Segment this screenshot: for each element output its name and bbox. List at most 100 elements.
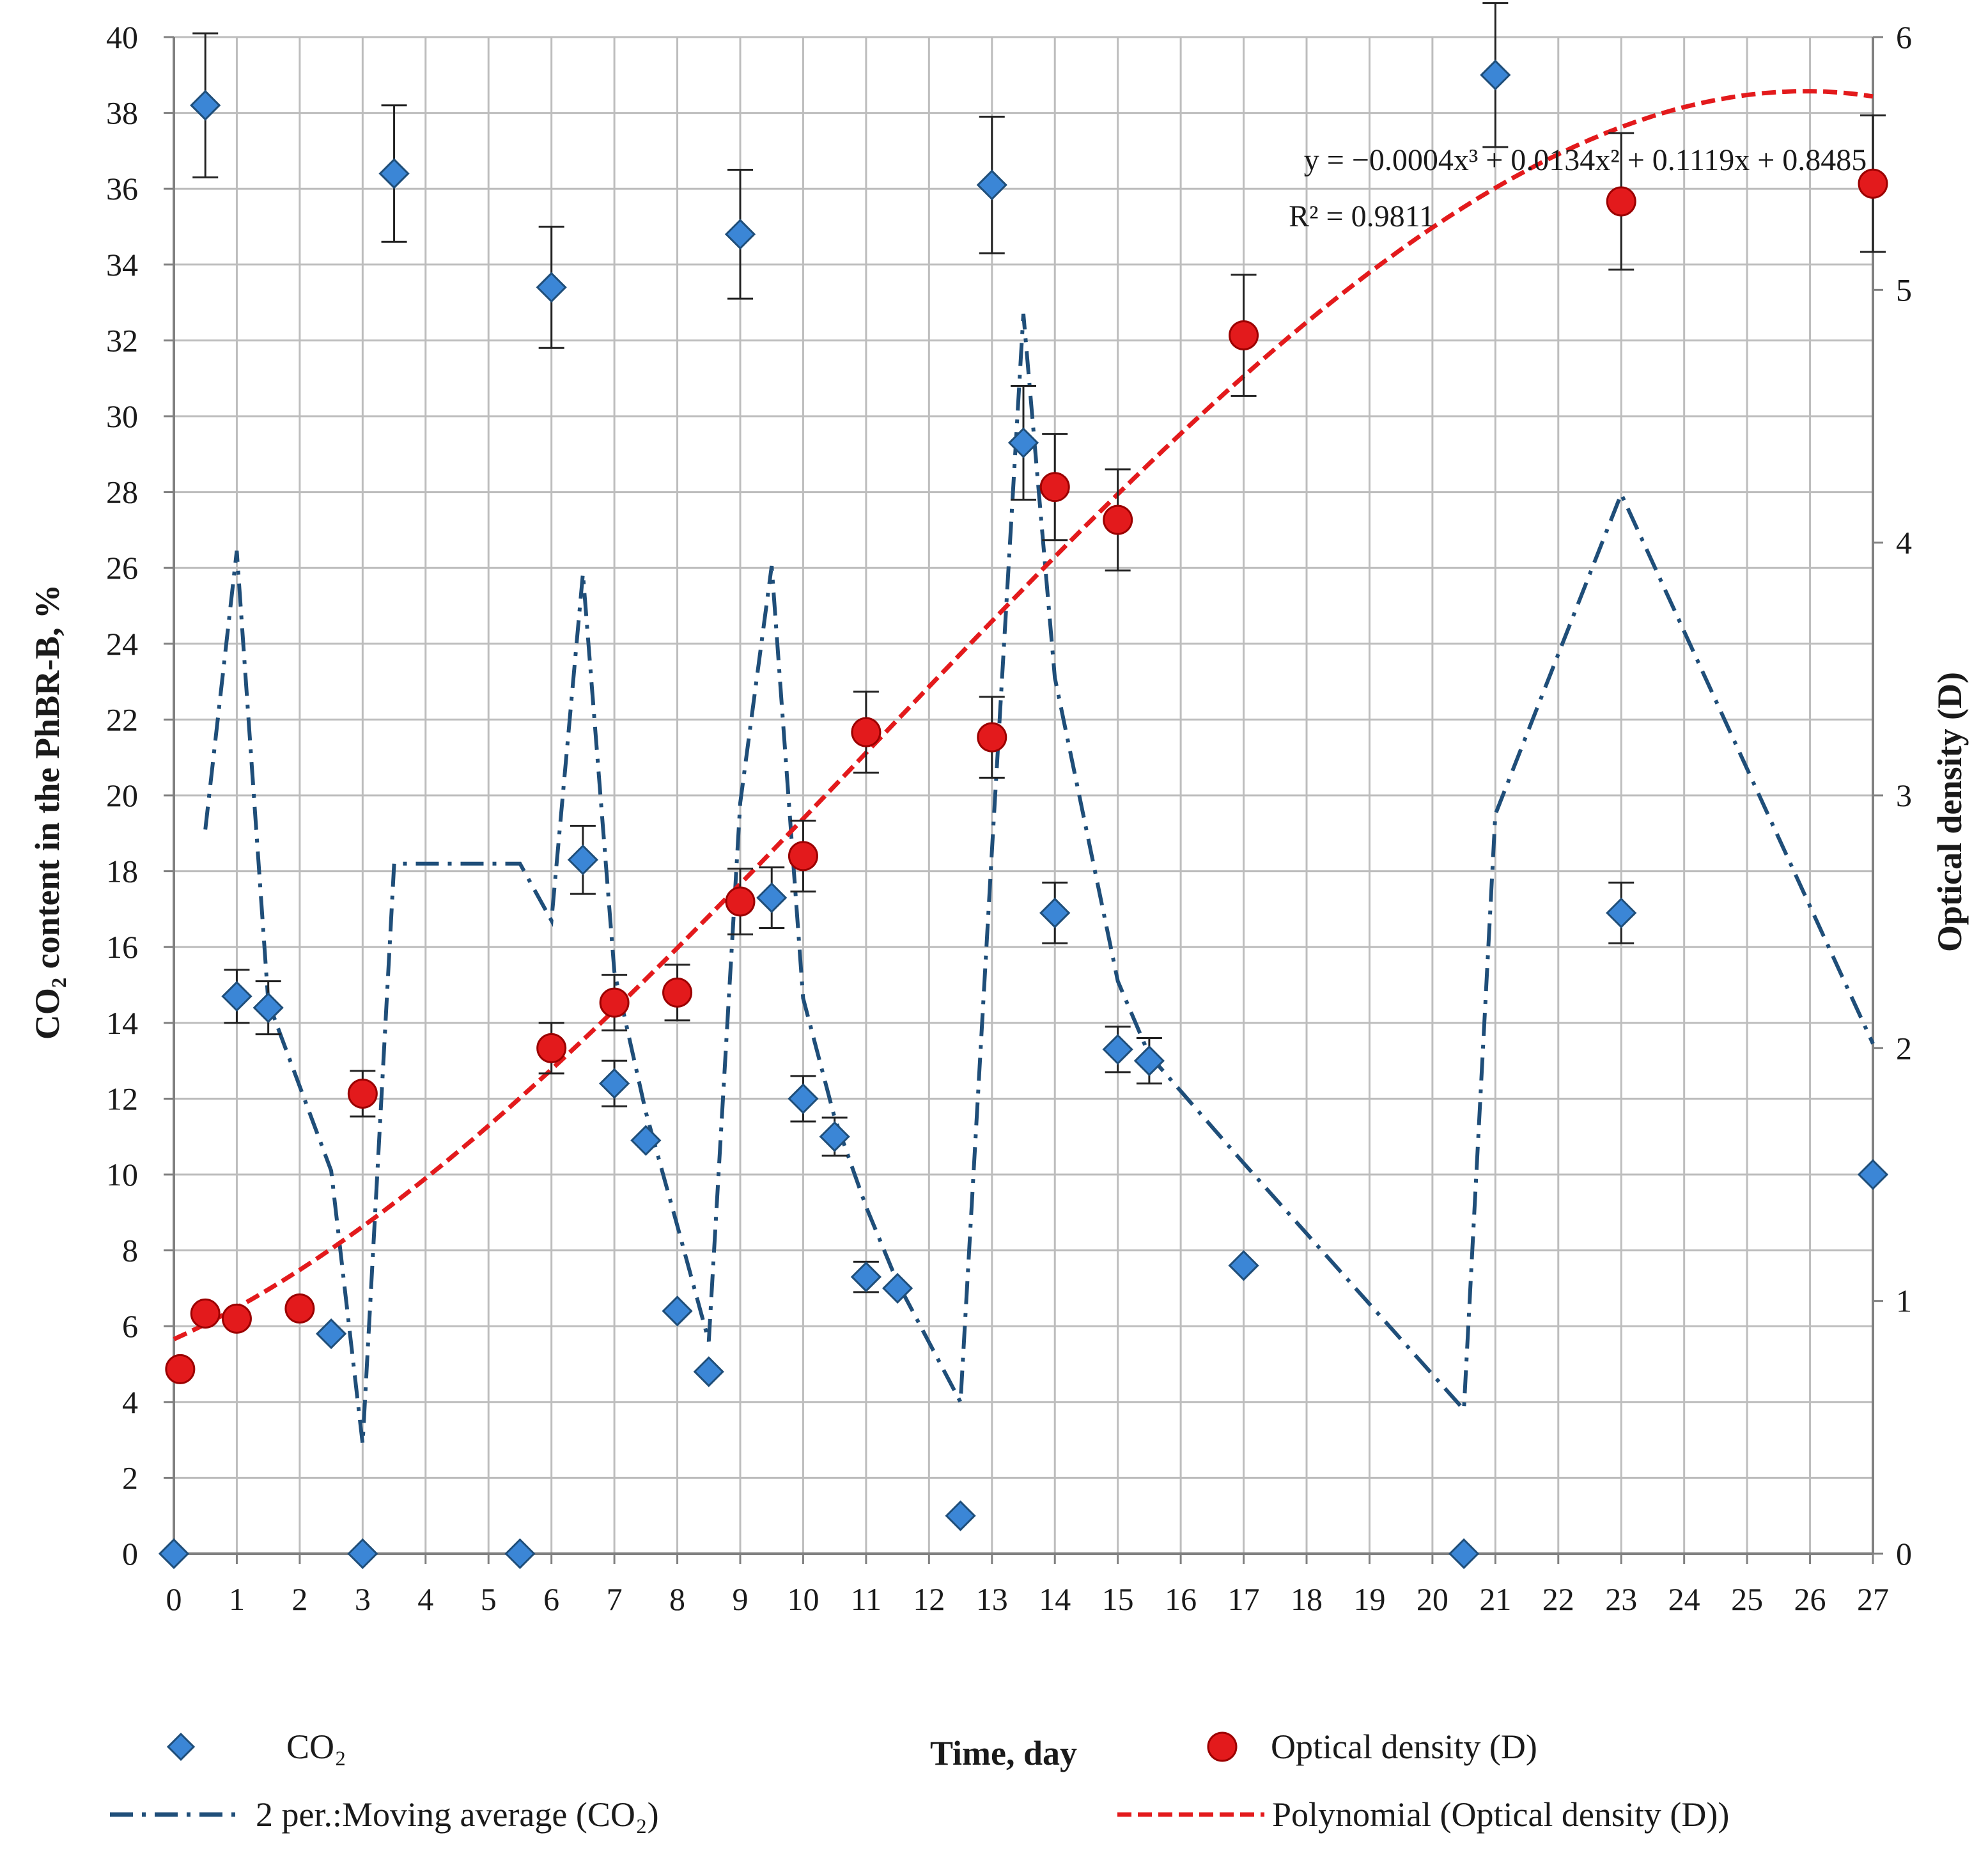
legend-circle-marker — [1207, 1731, 1238, 1762]
co2-point — [788, 1083, 819, 1114]
x-tick-label: 15 — [1102, 1581, 1134, 1617]
y-left-tick-label: 40 — [106, 19, 138, 55]
optical-density-point — [725, 886, 756, 917]
co2-point — [976, 169, 1007, 201]
y-left-tick-label: 2 — [122, 1460, 138, 1496]
optical-density-point — [347, 1078, 378, 1109]
legend-label-optical-density: Optical density (D) — [1271, 1728, 1537, 1766]
legend-item-moving-average: 2 per.:Moving average (CO₂) — [110, 1795, 659, 1834]
legend-item-optical-density: Optical density (D) — [1207, 1728, 1537, 1766]
x-tick-label: 3 — [355, 1581, 371, 1617]
polynomial-trendline — [173, 89, 1874, 1341]
co2-point — [378, 158, 410, 189]
optical-density-point — [1229, 320, 1259, 350]
x-tick-label: 25 — [1731, 1581, 1763, 1617]
x-tick-label: 22 — [1542, 1581, 1574, 1617]
co2-point — [1606, 897, 1637, 928]
y-right-tick-label: 6 — [1896, 19, 1912, 55]
y-right-tick-label: 2 — [1896, 1030, 1912, 1066]
x-tick-label: 5 — [481, 1581, 497, 1617]
grid — [173, 36, 1874, 1555]
co2-point — [945, 1500, 976, 1531]
y-left-tick-label: 10 — [106, 1157, 138, 1192]
optical-density-point — [977, 722, 1007, 753]
optical-density-point — [190, 1298, 221, 1329]
legend-label-co2: CO₂ — [286, 1728, 346, 1766]
co2-point — [881, 1272, 913, 1304]
trendlines — [173, 89, 1875, 1444]
x-tick-label: 19 — [1353, 1581, 1385, 1617]
y-axis-title-right: Optical density (D) — [1930, 672, 1969, 952]
x-tick-label: 4 — [417, 1581, 433, 1617]
trendline-equation: y = −0.0004x³ + 0.0134x² + 0.1119x + 0.8… — [1304, 143, 1867, 177]
x-tick-label: 6 — [543, 1581, 559, 1617]
y-left-tick-label: 6 — [122, 1308, 138, 1344]
co2-point — [1480, 59, 1511, 91]
y-left-tick-label: 12 — [106, 1081, 138, 1116]
axes — [164, 36, 1883, 1564]
optical-density-point — [788, 841, 818, 871]
y-left-tick-label: 36 — [106, 171, 138, 207]
co2-point — [252, 992, 284, 1024]
co2-point — [724, 219, 756, 250]
co2-point — [693, 1356, 724, 1387]
x-tick-label: 10 — [787, 1581, 819, 1617]
x-tick-label: 12 — [913, 1581, 945, 1617]
y-left-tick-label: 16 — [106, 929, 138, 965]
x-tick-label: 17 — [1228, 1581, 1260, 1617]
y-left-tick-label: 38 — [106, 95, 138, 131]
optical-density-point — [284, 1293, 315, 1324]
co2-point — [315, 1318, 347, 1350]
x-axis-title: Time, day — [930, 1734, 1077, 1772]
x-tick-label: 8 — [669, 1581, 685, 1617]
co2-point — [1039, 897, 1071, 928]
optical-density-point — [1858, 168, 1888, 199]
x-tick-label: 27 — [1857, 1581, 1889, 1617]
markers — [158, 59, 1889, 1570]
co2-point — [1228, 1250, 1259, 1281]
optical-density-point — [221, 1303, 252, 1334]
co2-point — [850, 1261, 882, 1293]
x-tick-label: 2 — [291, 1581, 307, 1617]
y-right-tick-label: 4 — [1896, 525, 1912, 561]
y-right-tick-label: 1 — [1896, 1283, 1912, 1319]
legend-item-polynomial: Polynomial (Optical density (D)) — [1117, 1795, 1729, 1834]
co2-point — [536, 272, 567, 303]
co2-point — [1133, 1045, 1165, 1077]
co2-point — [221, 981, 252, 1012]
x-tick-label: 14 — [1039, 1581, 1071, 1617]
y-left-tick-label: 34 — [106, 247, 138, 283]
x-tick-label: 7 — [607, 1581, 623, 1617]
x-tick-label: 18 — [1291, 1581, 1323, 1617]
optical-density-point — [662, 977, 693, 1008]
y-axis-title-left: CO₂ content in the PhBR-B, % — [28, 584, 66, 1040]
moving-average-line — [203, 313, 1875, 1444]
co2-point — [504, 1538, 536, 1570]
legend: CO₂ Optical density (D) 2 per.:Moving av… — [110, 1728, 1729, 1834]
y-left-tick-label: 32 — [106, 322, 138, 358]
y-left-tick-label: 14 — [106, 1005, 138, 1041]
optical-density-point — [851, 717, 881, 747]
optical-density-point — [1606, 186, 1636, 217]
y-left-tick-label: 28 — [106, 474, 138, 510]
legend-diamond-marker — [166, 1732, 196, 1761]
optical-density-point — [1039, 472, 1070, 503]
trendline-r-squared: R² = 0.9811 — [1289, 199, 1434, 233]
y-left-tick-label: 30 — [106, 398, 138, 434]
co2-point — [756, 882, 788, 914]
co2-point — [598, 1068, 630, 1099]
y-left-tick-label: 4 — [122, 1384, 138, 1420]
y-left-tick-label: 8 — [122, 1233, 138, 1269]
y-right-tick-label: 0 — [1896, 1536, 1912, 1572]
y-left-tick-label: 18 — [106, 854, 138, 889]
optical-density-point — [599, 987, 630, 1018]
co2-point — [819, 1121, 850, 1152]
x-tick-label: 16 — [1165, 1581, 1197, 1617]
co2-point — [190, 90, 221, 121]
x-tick-label: 24 — [1668, 1581, 1700, 1617]
optical-density-point — [165, 1354, 196, 1384]
y-left-tick-label: 26 — [106, 550, 138, 586]
legend-label-polynomial: Polynomial (Optical density (D)) — [1272, 1795, 1729, 1834]
legend-item-co2: CO₂ — [166, 1728, 346, 1766]
